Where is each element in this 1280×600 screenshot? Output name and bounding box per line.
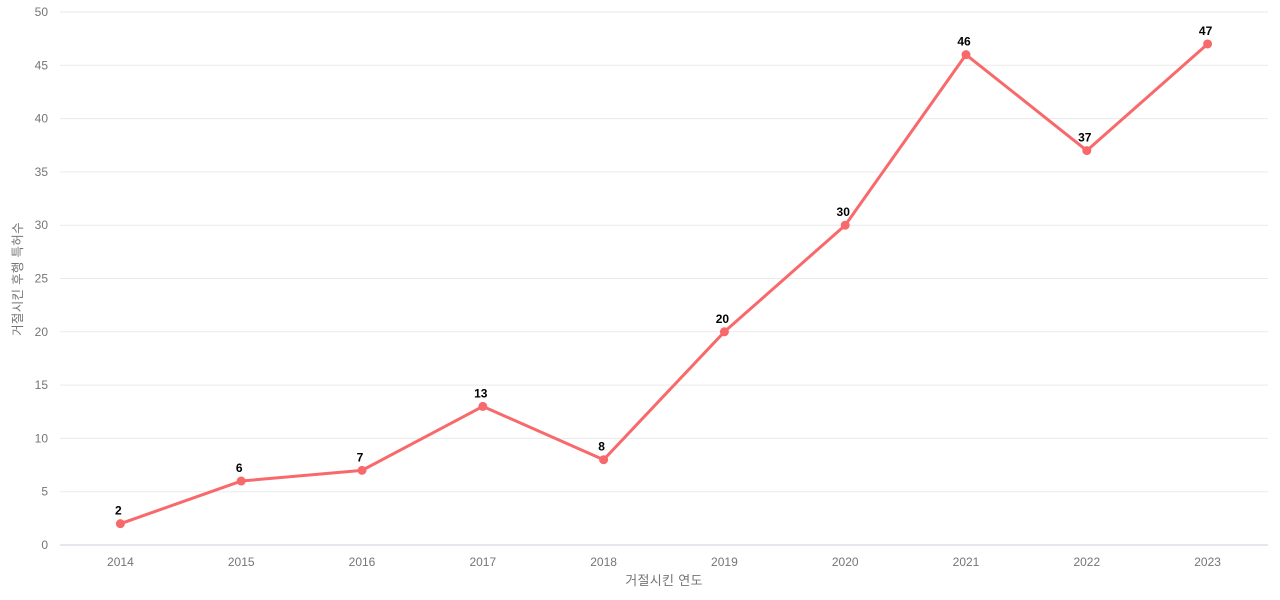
- data-label: 46: [957, 35, 971, 49]
- data-label: 2: [115, 504, 122, 518]
- data-label: 13: [474, 386, 488, 400]
- y-tick-label: 10: [35, 431, 49, 445]
- x-tick-label: 2015: [228, 555, 255, 569]
- data-label: 8: [598, 440, 605, 454]
- data-labels: 2 6 7 13 8 20 30 46 37 47: [115, 24, 1213, 518]
- data-label: 37: [1078, 131, 1092, 145]
- x-tick-label: 2021: [953, 555, 980, 569]
- series-line: [118, 42, 1210, 526]
- data-label: 47: [1199, 24, 1213, 38]
- y-tick-label: 0: [41, 538, 48, 552]
- gridlines: [60, 11, 1268, 546]
- y-tick-label: 5: [41, 485, 48, 499]
- x-tick-label: 2022: [1073, 555, 1100, 569]
- data-label: 7: [357, 450, 364, 464]
- x-tick-label: 2020: [832, 555, 859, 569]
- data-point[interactable]: [840, 220, 850, 230]
- data-point[interactable]: [236, 476, 246, 486]
- y-axis-tick-labels: 0 5 10 15 20 25 30 35 40 45 50: [35, 5, 49, 552]
- y-tick-label: 30: [35, 218, 49, 232]
- y-tick-label: 45: [35, 58, 49, 72]
- y-tick-label: 25: [35, 272, 49, 286]
- x-axis-tick-labels: 2014 2015 2016 2017 2018 2019 2020 2021 2022 2023: [107, 555, 1221, 569]
- y-tick-label: 35: [35, 165, 49, 179]
- x-tick-label: 2019: [711, 555, 738, 569]
- x-axis-title: 거절시킨 연도: [625, 573, 703, 588]
- data-point[interactable]: [1082, 146, 1092, 156]
- y-tick-label: 40: [35, 112, 49, 126]
- data-label: 6: [236, 461, 243, 475]
- data-label: 30: [837, 205, 851, 219]
- x-tick-label: 2014: [107, 555, 134, 569]
- x-tick-label: 2018: [590, 555, 617, 569]
- y-axis-title: 거절시킨 후행 특허수: [11, 222, 25, 336]
- x-tick-label: 2023: [1194, 555, 1221, 569]
- data-label: 20: [716, 312, 730, 326]
- data-point[interactable]: [115, 519, 125, 529]
- y-tick-label: 15: [35, 378, 49, 392]
- data-point[interactable]: [961, 50, 971, 60]
- series-points: [115, 39, 1213, 529]
- data-point[interactable]: [357, 465, 367, 475]
- y-tick-label: 50: [35, 5, 49, 19]
- y-tick-label: 20: [35, 325, 49, 339]
- x-tick-label: 2016: [349, 555, 376, 569]
- data-point[interactable]: [1203, 39, 1213, 49]
- data-point[interactable]: [599, 455, 609, 465]
- data-point[interactable]: [719, 327, 729, 337]
- data-point[interactable]: [478, 401, 488, 411]
- x-tick-label: 2017: [469, 555, 496, 569]
